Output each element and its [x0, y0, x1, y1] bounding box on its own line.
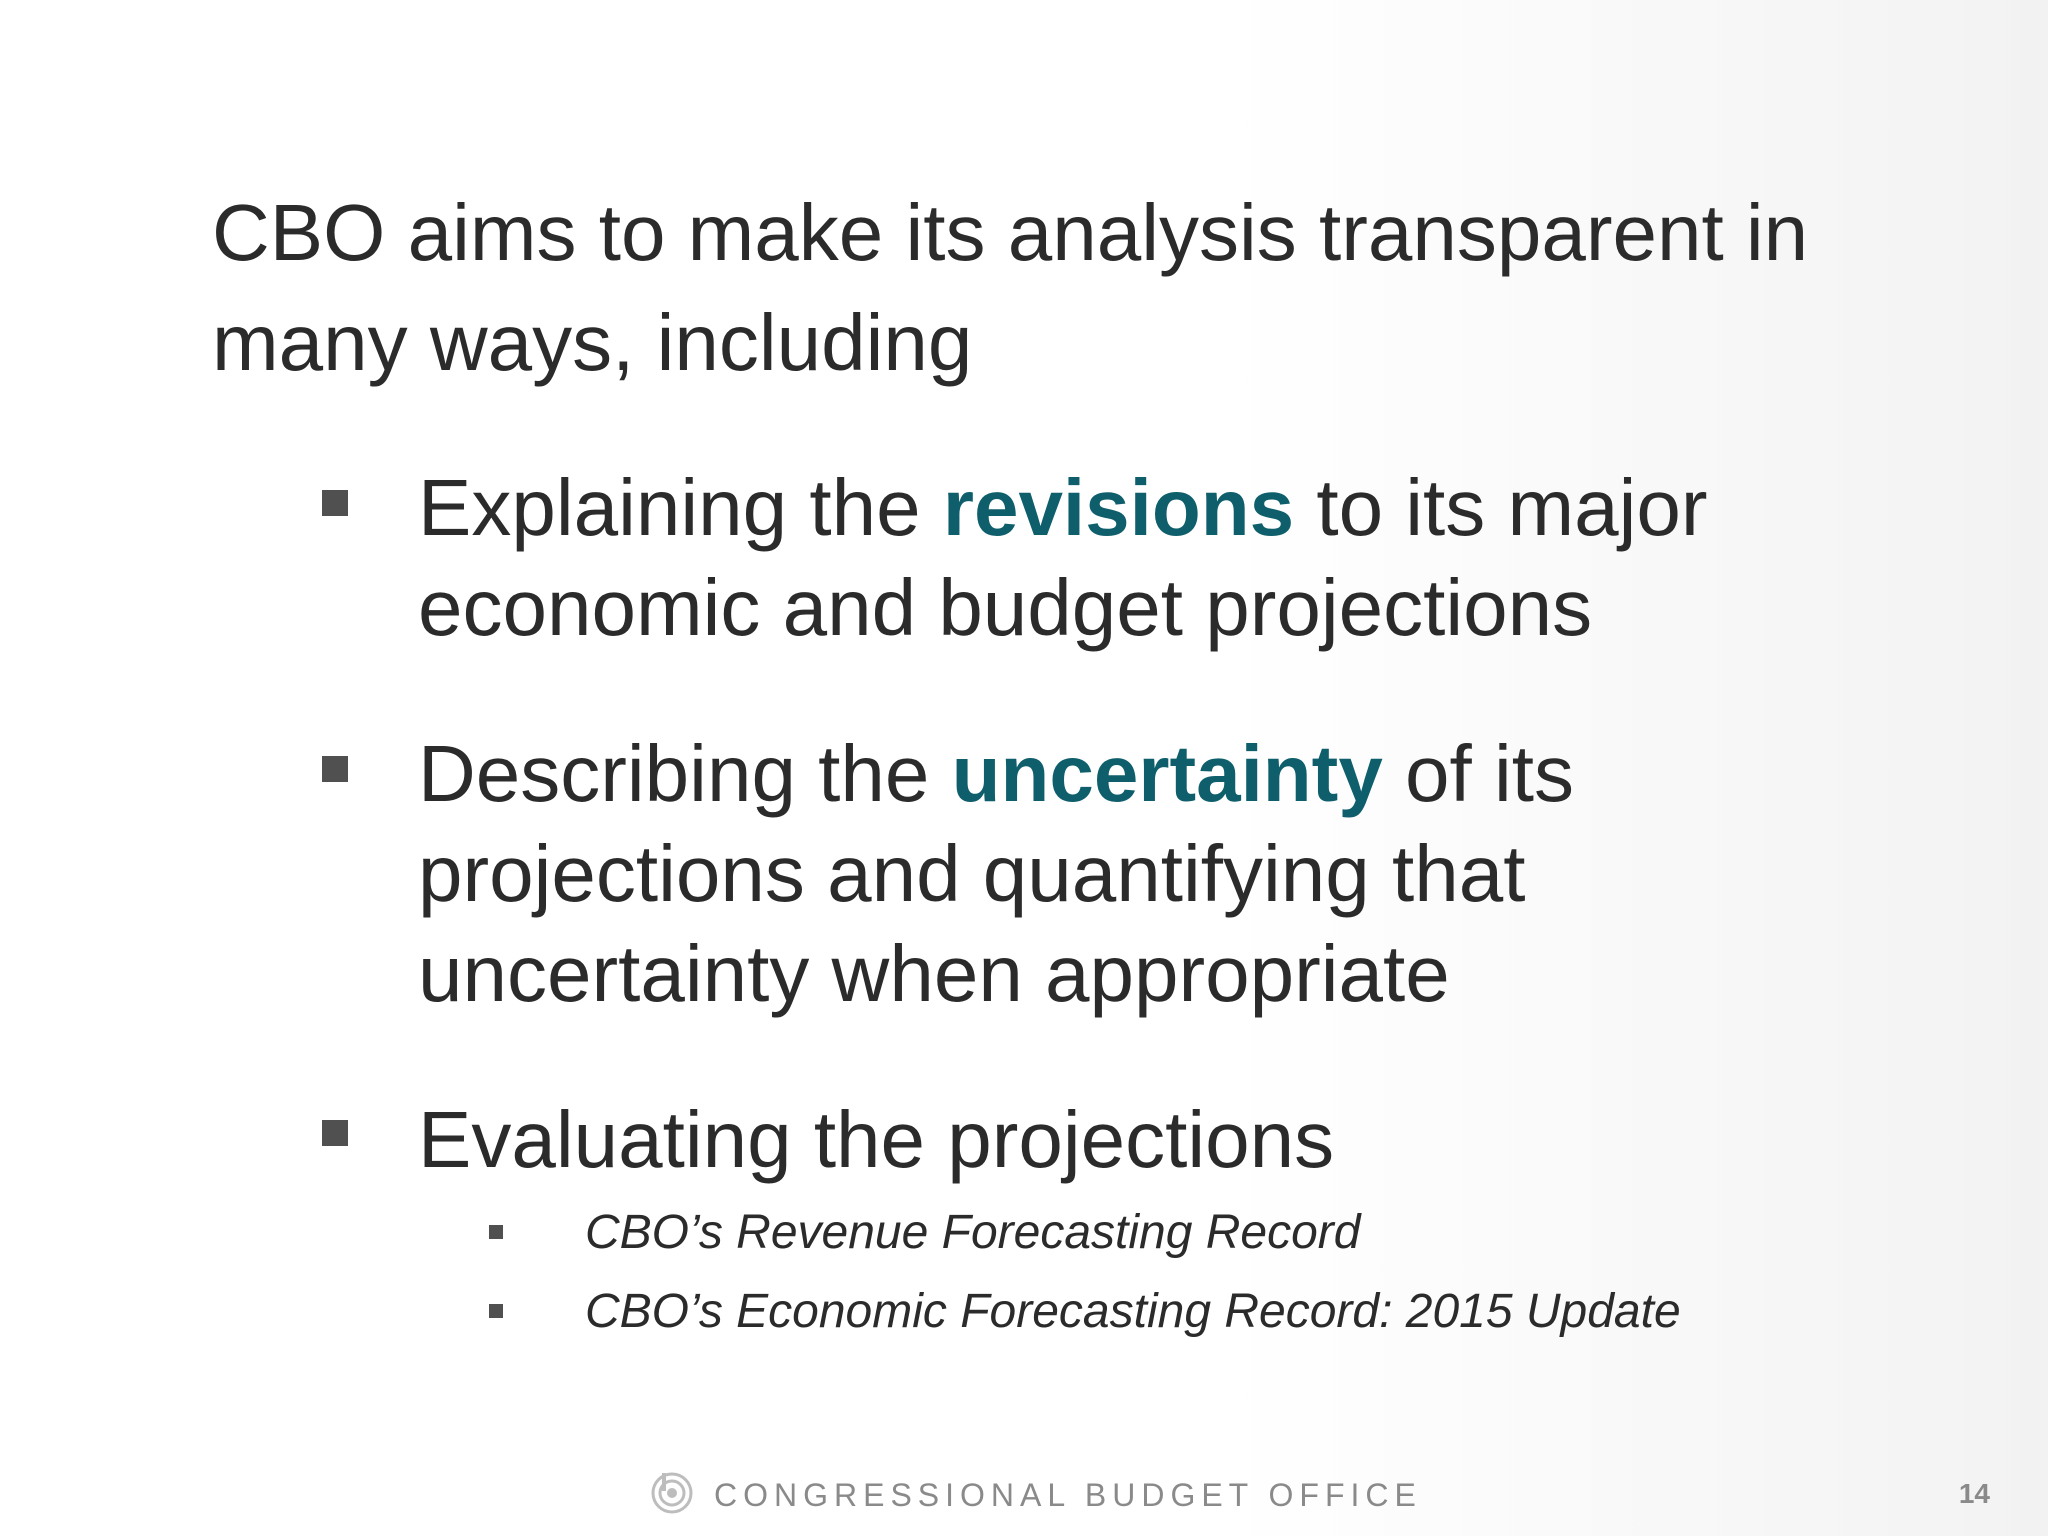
- bullet-item-evaluating: Evaluating the projections: [418, 1095, 1335, 1184]
- bullet-marker: [322, 1120, 348, 1146]
- cbo-logo-icon: [650, 1471, 694, 1520]
- sub-bullet-marker: [489, 1304, 503, 1318]
- footer-org-name: CONGRESSIONAL BUDGET OFFICE: [714, 1476, 1422, 1513]
- bullet-text: Describing the: [418, 729, 952, 818]
- bullet-text: to its major economic and budget project…: [418, 463, 1708, 652]
- footer: CONGRESSIONAL BUDGET OFFICE: [650, 1472, 1422, 1518]
- bullet-text: of its projections and quantifying that …: [418, 729, 1574, 1018]
- sub-item-revenue-record: CBO’s Revenue Forecasting Record: [585, 1206, 1361, 1259]
- sub-bullet-marker: [489, 1225, 503, 1239]
- bullet-item-revisions: Explaining the revisions to its major ec…: [418, 458, 1918, 658]
- sub-item-economic-record: CBO’s Economic Forecasting Record: 2015 …: [585, 1285, 1681, 1338]
- bullet-item-uncertainty: Describing the uncertainty of its projec…: [418, 724, 1918, 1024]
- highlight-revisions: revisions: [942, 463, 1295, 552]
- highlight-uncertainty: uncertainty: [951, 729, 1383, 818]
- bullet-marker: [322, 756, 348, 782]
- bullet-marker: [322, 490, 348, 516]
- bullet-text: Explaining the: [418, 463, 943, 552]
- page-number: 14: [1958, 1478, 1990, 1509]
- slide-title: CBO aims to make its analysis transparen…: [212, 188, 1809, 387]
